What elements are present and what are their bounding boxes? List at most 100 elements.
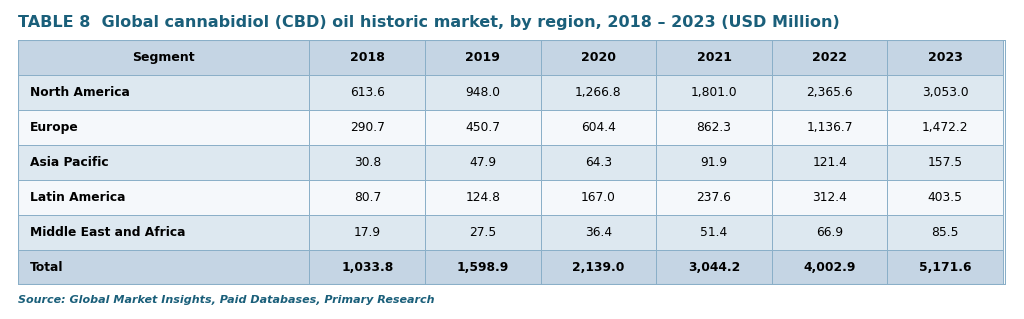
Bar <box>772 110 888 145</box>
Bar <box>888 40 1004 75</box>
Text: 36.4: 36.4 <box>585 226 612 239</box>
Text: 2,139.0: 2,139.0 <box>572 261 625 274</box>
Bar <box>18 75 309 110</box>
Text: Source: Global Market Insights, Paid Databases, Primary Research: Source: Global Market Insights, Paid Dat… <box>18 295 434 305</box>
Bar <box>772 75 888 110</box>
Text: 237.6: 237.6 <box>696 191 731 204</box>
Text: 2020: 2020 <box>581 51 616 64</box>
Bar <box>541 180 656 215</box>
Text: 1,033.8: 1,033.8 <box>341 261 393 274</box>
Text: 2019: 2019 <box>466 51 501 64</box>
Bar <box>18 110 309 145</box>
Text: 450.7: 450.7 <box>465 121 501 134</box>
Text: 64.3: 64.3 <box>585 156 612 169</box>
Text: Segment: Segment <box>132 51 195 64</box>
Bar <box>425 180 541 215</box>
Text: 4,002.9: 4,002.9 <box>804 261 856 274</box>
Bar <box>425 145 541 180</box>
Text: 124.8: 124.8 <box>465 191 501 204</box>
Text: TABLE 8  Global cannabidiol (CBD) oil historic market, by region, 2018 – 2023 (U: TABLE 8 Global cannabidiol (CBD) oil his… <box>18 16 840 31</box>
Text: 80.7: 80.7 <box>353 191 381 204</box>
Bar <box>656 180 772 215</box>
Text: 604.4: 604.4 <box>581 121 615 134</box>
Bar <box>18 215 309 250</box>
Bar <box>772 250 888 285</box>
Bar <box>425 40 541 75</box>
Bar <box>772 215 888 250</box>
Bar <box>425 250 541 285</box>
Text: 47.9: 47.9 <box>469 156 497 169</box>
Text: 862.3: 862.3 <box>696 121 731 134</box>
Bar <box>772 145 888 180</box>
Text: 2022: 2022 <box>812 51 847 64</box>
Bar <box>425 75 541 110</box>
Text: 1,598.9: 1,598.9 <box>457 261 509 274</box>
Text: 290.7: 290.7 <box>350 121 385 134</box>
Bar <box>656 215 772 250</box>
Bar <box>656 110 772 145</box>
Text: 51.4: 51.4 <box>700 226 728 239</box>
Text: Asia Pacific: Asia Pacific <box>30 156 109 169</box>
Text: 3,044.2: 3,044.2 <box>688 261 740 274</box>
Bar <box>309 180 425 215</box>
Text: 2018: 2018 <box>350 51 385 64</box>
Bar <box>309 250 425 285</box>
Bar <box>888 180 1004 215</box>
Bar <box>309 110 425 145</box>
Bar <box>888 250 1004 285</box>
Bar <box>18 40 309 75</box>
Bar <box>425 110 541 145</box>
Bar <box>18 145 309 180</box>
Bar <box>309 40 425 75</box>
Text: 3,053.0: 3,053.0 <box>922 86 969 99</box>
Bar <box>888 145 1004 180</box>
Text: 121.4: 121.4 <box>812 156 847 169</box>
Bar <box>772 180 888 215</box>
Bar <box>888 215 1004 250</box>
Bar <box>425 215 541 250</box>
Bar <box>309 75 425 110</box>
Text: 2021: 2021 <box>696 51 731 64</box>
Text: 613.6: 613.6 <box>350 86 385 99</box>
Bar <box>541 215 656 250</box>
Bar <box>656 40 772 75</box>
Bar <box>18 180 309 215</box>
Bar <box>541 250 656 285</box>
Text: 85.5: 85.5 <box>932 226 959 239</box>
Bar <box>541 40 656 75</box>
Bar <box>656 250 772 285</box>
Text: Total: Total <box>30 261 63 274</box>
Bar <box>541 75 656 110</box>
Text: 403.5: 403.5 <box>928 191 963 204</box>
Text: 27.5: 27.5 <box>469 226 497 239</box>
Bar <box>888 75 1004 110</box>
Text: 1,472.2: 1,472.2 <box>922 121 969 134</box>
Text: 167.0: 167.0 <box>581 191 615 204</box>
Text: North America: North America <box>30 86 130 99</box>
Bar <box>888 110 1004 145</box>
Text: 91.9: 91.9 <box>700 156 728 169</box>
Bar <box>656 75 772 110</box>
Bar <box>18 250 309 285</box>
Text: 1,801.0: 1,801.0 <box>691 86 737 99</box>
Text: 30.8: 30.8 <box>353 156 381 169</box>
Text: Latin America: Latin America <box>30 191 125 204</box>
Text: 17.9: 17.9 <box>353 226 381 239</box>
Text: 2,365.6: 2,365.6 <box>806 86 853 99</box>
Text: 312.4: 312.4 <box>812 191 847 204</box>
Text: 5,171.6: 5,171.6 <box>919 261 972 274</box>
Bar <box>656 145 772 180</box>
Bar <box>541 110 656 145</box>
Text: 157.5: 157.5 <box>928 156 963 169</box>
Bar <box>772 40 888 75</box>
Text: 1,136.7: 1,136.7 <box>806 121 853 134</box>
Bar <box>309 215 425 250</box>
Text: 948.0: 948.0 <box>465 86 501 99</box>
Text: 1,266.8: 1,266.8 <box>575 86 622 99</box>
Text: 66.9: 66.9 <box>816 226 843 239</box>
Text: 2023: 2023 <box>928 51 963 64</box>
Text: Middle East and Africa: Middle East and Africa <box>30 226 185 239</box>
Bar <box>541 145 656 180</box>
Text: Europe: Europe <box>30 121 79 134</box>
Bar <box>309 145 425 180</box>
